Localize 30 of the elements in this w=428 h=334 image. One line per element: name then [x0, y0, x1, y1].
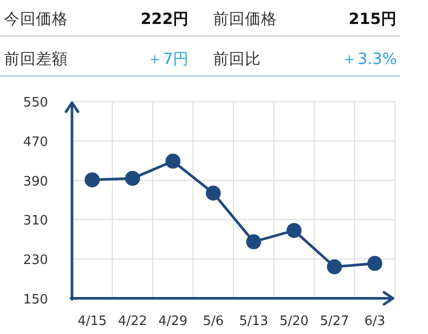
text: 222円: [140, 10, 189, 28]
x-tick-label: 5/20: [279, 314, 309, 329]
y-tick-label: 470: [23, 135, 48, 150]
y-tick-label: 310: [23, 214, 48, 229]
point: [84, 172, 100, 188]
y-tick-label: 230: [23, 252, 48, 268]
text: 今回価格: [4, 10, 68, 28]
x-tick-label: 4/29: [158, 314, 188, 329]
point: [326, 259, 342, 274]
x-tick-label: 5/6: [202, 314, 224, 329]
text: 前回差額: [4, 50, 68, 68]
text: ＋7円: [147, 50, 189, 68]
text: 前回価格: [213, 10, 277, 28]
point: [125, 170, 140, 186]
x-tick-label: 4/22: [118, 314, 148, 329]
y-tick-label: 390: [23, 174, 48, 190]
x-tick-label: 4/15: [78, 314, 107, 329]
y-tick-label: 150: [23, 292, 48, 308]
point: [286, 222, 302, 238]
text: ＋3.3%: [342, 50, 397, 68]
y-tick-label: 550: [23, 96, 48, 111]
point: [165, 154, 180, 169]
point: [246, 234, 262, 250]
point: [206, 186, 221, 201]
text: 215円: [348, 10, 397, 28]
x-tick-label: 5/27: [320, 314, 350, 329]
point: [367, 256, 382, 271]
x-tick-label: 5/13: [239, 314, 268, 329]
text: 前回比: [213, 50, 261, 68]
x-tick-label: 6/3: [364, 314, 386, 329]
